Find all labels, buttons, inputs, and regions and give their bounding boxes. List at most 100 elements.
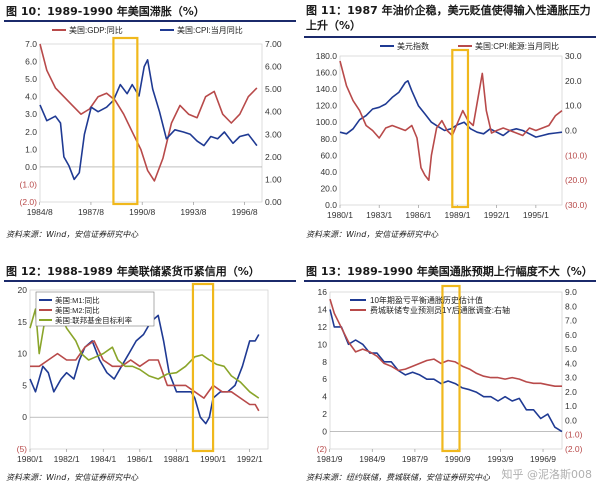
highlight-box [112, 36, 139, 206]
chart-title: 图 10：1989-1990 年美国滞胀（%） [6, 5, 205, 18]
x-tick-label: 1992/1 [484, 210, 510, 220]
y-tick-label-left: 0 [22, 412, 27, 422]
y-tick-label-right: (1.0) [565, 430, 583, 440]
x-tick-label: 1990/1 [200, 454, 226, 464]
y-tick-label-left: 2.0 [25, 127, 37, 137]
legend-label: 美国:M1:同比 [55, 295, 100, 305]
chart-panel-fig11: 图 11：1987 年油价企稳，美元贬值使得输入性通胀压力上升（%） 0.0 20… [300, 0, 600, 243]
x-tick-label: 1980/1 [17, 454, 43, 464]
title-rule [4, 280, 296, 282]
title-rule [304, 36, 596, 38]
watermark: 知乎 @泥洛斯008 [501, 468, 593, 481]
y-tick-label-right: 0.00 [265, 197, 282, 207]
y-tick-label-right: 3.0 [565, 373, 577, 383]
legend-label: 10年期盈亏平衡通胀历史估计值 [370, 295, 483, 305]
chart-panel-fig12: 图 12：1988-1989 年美联储紧货币紧信用（%） (5) 0 5 10 15 20… [0, 243, 300, 486]
y-tick-label-right: (2.0) [565, 444, 583, 454]
y-tick-label-left: 4 [322, 392, 327, 402]
y-tick-label-left: 8 [322, 357, 327, 367]
y-tick-label-right: (30.0) [565, 200, 587, 210]
chart-source: 资料来源：Wind，安信证券研究中心 [6, 473, 139, 482]
x-tick-label: 1984/1 [90, 454, 116, 464]
y-tick-label-right: 1.0 [565, 401, 577, 411]
y-tick-label-left: 16 [318, 287, 328, 297]
x-tick-label: 1987/9 [402, 454, 428, 464]
chart-source: 资料来源：Wind，安信证券研究中心 [6, 230, 139, 239]
legend-label: 美国:GDP:同比 [69, 25, 123, 35]
y-tick-label-left: 0.0 [325, 200, 337, 210]
y-tick-label-right: 30.0 [565, 51, 582, 61]
y-tick-label-left: 10 [318, 339, 328, 349]
y-tick-label-right: 3.00 [265, 129, 282, 139]
legend-box [35, 291, 155, 327]
chart-title: 图 11：1987 年油价企稳，美元贬值使得输入性通胀压力上升（%） [306, 4, 591, 32]
y-tick-label-left: 0 [322, 427, 327, 437]
chart-svg: 0.0 20.0 40.0 60.0 80.0 100.0 120.0 140.0 160.0 1… [316, 41, 588, 220]
highlight-box [451, 48, 470, 209]
y-tick-label-left: (5) [17, 444, 28, 454]
y-tick-label-left: 2 [322, 409, 327, 419]
y-tick-label-right: 0.0 [565, 415, 577, 425]
y-tick-label-right: 6.0 [565, 330, 577, 340]
y-tick-label-left: 100.0 [316, 117, 338, 127]
y-tick-label-right: (20.0) [565, 175, 587, 185]
series-line [39, 43, 258, 182]
x-tick-label: 1986/1 [127, 454, 153, 464]
x-tick-label: 1981/9 [317, 454, 343, 464]
x-tick-label: 1993/9 [487, 454, 513, 464]
y-tick-label-right: 20.0 [565, 76, 582, 86]
y-tick-label-left: 3.0 [25, 109, 37, 119]
series-line [39, 59, 258, 181]
y-tick-label-left: 160.0 [316, 68, 338, 78]
x-tick-label: 1988/1 [163, 454, 189, 464]
x-tick-label: 1996/8 [232, 207, 258, 217]
y-tick-label-left: 6 [322, 374, 327, 384]
y-tick-label-left: 15 [18, 317, 28, 327]
y-tick-label-left: 80.0 [320, 134, 337, 144]
y-tick-label-left: 5 [22, 380, 27, 390]
y-tick-label-left: 14 [318, 304, 328, 314]
x-tick-label: 1993/8 [180, 207, 206, 217]
chart-source: 资料来源：Wind，安信证券研究中心 [306, 230, 439, 239]
x-tick-label: 1995/1 [523, 210, 549, 220]
x-tick-label: 1990/9 [445, 454, 471, 464]
y-tick-label-left: 20.0 [320, 183, 337, 193]
x-tick-label: 1992/1 [237, 454, 263, 464]
y-tick-label-left: 0.0 [25, 162, 37, 172]
highlight-box [191, 282, 215, 453]
y-tick-label-left: 140.0 [316, 84, 338, 94]
y-tick-label-left: 4.0 [25, 92, 37, 102]
chart-panel-fig10: 图 10：1989-1990 年美国滞胀（%） (2.0) (1.0) 0.0 1.0… [0, 0, 300, 243]
y-tick-label-left: 5.0 [25, 74, 37, 84]
y-tick-label-right: 4.00 [265, 107, 282, 117]
y-tick-label-right: (10.0) [565, 150, 587, 160]
y-tick-label-left: 10 [18, 349, 28, 359]
x-tick-label: 1984/8 [27, 207, 53, 217]
x-tick-label: 1987/8 [78, 207, 104, 217]
chart-source: 资料来源：纽约联储，费城联储，安信证券研究中心 [306, 473, 490, 482]
y-tick-label-left: 180.0 [316, 51, 338, 61]
y-tick-label-right: 6.00 [265, 62, 282, 72]
chart-panel-fig13: 图 13：1989-1990 年美国通胀预期上行幅度不大（%） (2) 0 2 4 6 8… [300, 243, 600, 486]
y-tick-label-left: 6.0 [25, 57, 37, 67]
title-rule [4, 20, 296, 22]
series-line [339, 60, 563, 181]
x-tick-label: 1996/9 [530, 454, 556, 464]
chart-title: 图 13：1989-1990 年美国通胀预期上行幅度不大（%） [306, 265, 593, 278]
chart-svg: (2) 0 2 4 6 8 10 12 14 16 (2.0) (1.0) 0.0 1.0 2.0 3.0 4.… [317, 284, 583, 464]
chart-svg: (2.0) (1.0) 0.0 1.0 2.0 3.0 4.0 5.0 6.0 7.0 0.00 1.… [20, 25, 282, 217]
y-tick-label-left: (1.0) [20, 179, 38, 189]
plot-frame [39, 43, 263, 203]
x-tick-label: 1986/1 [405, 210, 431, 220]
y-tick-label-left: 12 [318, 322, 328, 332]
legend-label: 美国:CPI:当月同比 [177, 25, 243, 35]
series-line [339, 80, 563, 138]
y-tick-label-right: 5.00 [265, 84, 282, 94]
chart-svg: (5) 0 5 10 15 20 1980/1 1982/1 1984/1 1986/1 1988/… [17, 282, 269, 464]
x-tick-label: 1984/9 [359, 454, 385, 464]
y-tick-label-left: 7.0 [25, 39, 37, 49]
plot-frame [329, 291, 563, 450]
legend-label: 美国:M2:同比 [55, 305, 100, 315]
y-tick-label-left: (2) [317, 444, 328, 454]
legend-label: 美元指数 [397, 41, 429, 51]
